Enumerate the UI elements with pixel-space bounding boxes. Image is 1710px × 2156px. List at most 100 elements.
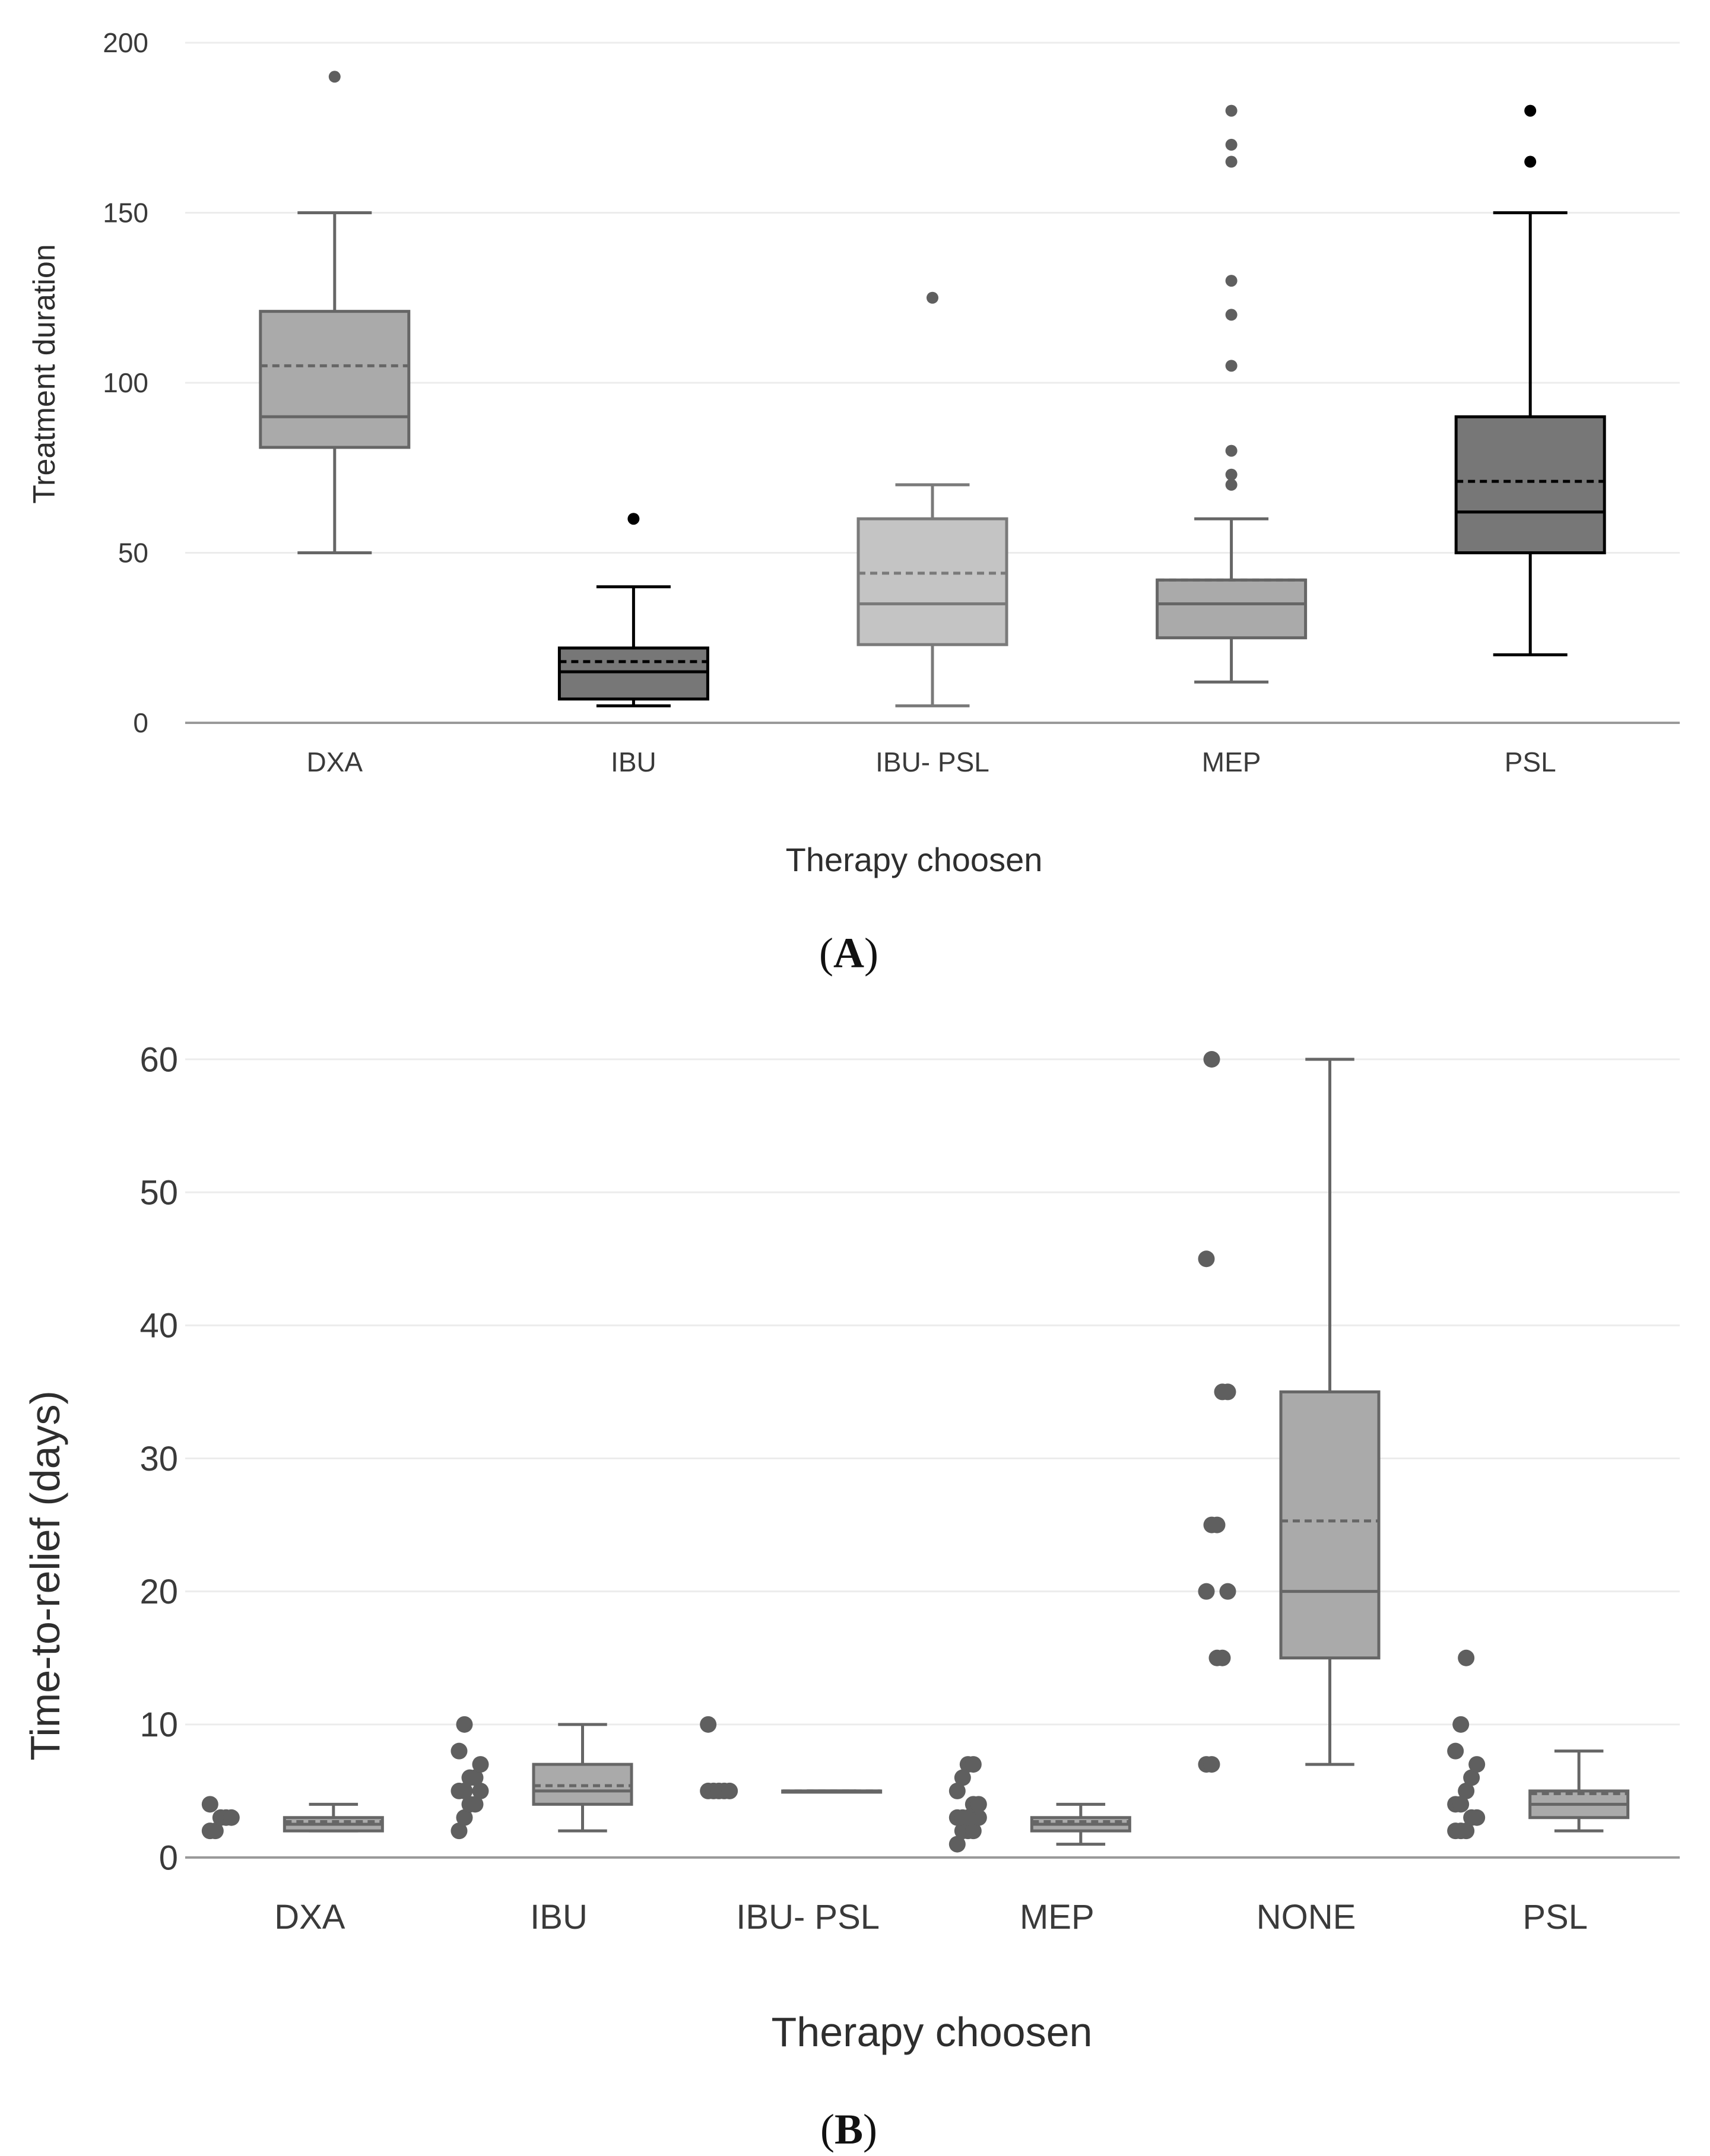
y-tick-label: 50 (139, 1173, 178, 1212)
box-mep (948, 1756, 1131, 1853)
data-point (1225, 478, 1238, 491)
data-point (1198, 1250, 1215, 1268)
data-point (948, 1836, 966, 1853)
data-point (700, 1716, 717, 1733)
iqr-box (1279, 1390, 1381, 1660)
data-point (1225, 444, 1238, 457)
data-point (1219, 1383, 1236, 1401)
x-tick-label: NONE (1257, 1898, 1356, 1936)
x-tick-label: IBU (611, 747, 656, 777)
box-dxa (201, 1796, 384, 1840)
x-tick-label: IBU (530, 1898, 588, 1936)
data-point (721, 1782, 738, 1799)
x-tick-label: PSL (1505, 747, 1556, 777)
box-mep (1156, 104, 1308, 684)
y-tick-label: 60 (139, 1040, 178, 1079)
panel-b-label: (B) (820, 2106, 877, 2153)
data-point (954, 1769, 971, 1786)
y-tick-label: 100 (103, 367, 148, 398)
data-point (467, 1769, 484, 1786)
panel-b-axes: 0 10 20 30 40 50 60 DXA IBU IBU- PSL MEP NONE PSL (139, 1040, 1680, 1936)
data-point (1225, 275, 1238, 287)
panel-b-y-axis-title: Time-to-relief (days) (22, 1390, 68, 1761)
data-point (1468, 1809, 1486, 1826)
data-point (223, 1809, 240, 1826)
y-tick-label: 150 (103, 198, 148, 228)
data-point (970, 1796, 987, 1813)
data-point (1225, 104, 1238, 117)
box-psl (1447, 1649, 1630, 1840)
data-point (456, 1809, 473, 1826)
data-point (1203, 1756, 1220, 1773)
y-tick-label: 0 (133, 707, 148, 738)
data-point (1524, 155, 1537, 168)
iqr-box (856, 517, 1008, 646)
data-point (1458, 1782, 1475, 1799)
data-point (1219, 1583, 1236, 1600)
box-ibu (450, 1716, 633, 1840)
box-ibu-psl (700, 1716, 883, 1799)
data-point (1458, 1822, 1475, 1840)
data-point (965, 1756, 982, 1773)
x-tick-label: IBU- PSL (875, 747, 989, 777)
data-point (959, 1809, 976, 1826)
x-tick-label: MEP (1020, 1898, 1094, 1936)
box-ibu (557, 513, 709, 707)
x-tick-label: MEP (1202, 747, 1261, 777)
data-point (1225, 138, 1238, 151)
x-tick-label: PSL (1522, 1898, 1588, 1936)
x-tick-label: IBU- PSL (736, 1898, 880, 1936)
data-point (472, 1756, 489, 1773)
panel-b-chart: 0 10 20 30 40 50 60 DXA IBU IBU- PSL MEP NONE PSL Th… (22, 1040, 1680, 2153)
data-point (1198, 1583, 1215, 1600)
y-tick-label: 20 (139, 1573, 178, 1611)
data-point (1203, 1051, 1220, 1068)
y-tick-label: 30 (139, 1440, 178, 1478)
iqr-box (1454, 415, 1606, 554)
panel-a-axes: 0 50 100 150 200 DXA IBU IBU- PSL MEP PSL (103, 27, 1680, 777)
data-point (1214, 1649, 1231, 1666)
panel-b-gridlines (185, 1058, 1680, 1726)
data-point (467, 1796, 484, 1813)
data-point (1225, 155, 1238, 168)
data-point (1208, 1516, 1226, 1533)
panel-b-x-axis-title: Therapy choosen (772, 2009, 1093, 2055)
data-point (472, 1782, 489, 1799)
box-ibu-psl (856, 291, 1008, 707)
iqr-box (557, 646, 709, 701)
y-tick-label: 40 (139, 1307, 178, 1345)
data-point (1458, 1649, 1475, 1666)
data-point (201, 1796, 218, 1813)
y-tick-label: 200 (103, 27, 148, 58)
x-tick-label: DXA (274, 1898, 345, 1936)
data-point (450, 1822, 468, 1840)
iqr-box (1156, 578, 1308, 640)
panel-a-boxes (259, 71, 1606, 707)
data-point (627, 513, 640, 525)
data-point (1452, 1796, 1470, 1813)
data-point (1452, 1716, 1470, 1733)
data-point (1468, 1756, 1486, 1773)
data-point (207, 1822, 224, 1840)
data-point (456, 1716, 473, 1733)
panel-a-y-axis-title: Treatment duration (27, 244, 62, 503)
panel-b-boxes (201, 1051, 1630, 1853)
box-none (1198, 1051, 1381, 1773)
y-tick-label: 10 (139, 1706, 178, 1744)
data-point (1463, 1769, 1480, 1786)
box-dxa (259, 71, 411, 554)
data-point (328, 71, 341, 83)
data-point (1225, 468, 1238, 481)
x-tick-label: DXA (307, 747, 363, 777)
data-point (1225, 309, 1238, 321)
data-point (1524, 104, 1537, 117)
panel-a-label: (A) (819, 929, 878, 977)
panel-a-chart: 0 50 100 150 200 DXA IBU IBU- PSL MEP PSL Therapy… (27, 27, 1680, 977)
panel-a-x-axis-title: Therapy choosen (786, 841, 1043, 878)
y-tick-label: 0 (159, 1839, 178, 1877)
data-point (1225, 360, 1238, 372)
data-point (927, 291, 938, 304)
box-psl (1454, 104, 1606, 656)
y-tick-label: 50 (118, 538, 148, 569)
data-point (965, 1822, 982, 1840)
